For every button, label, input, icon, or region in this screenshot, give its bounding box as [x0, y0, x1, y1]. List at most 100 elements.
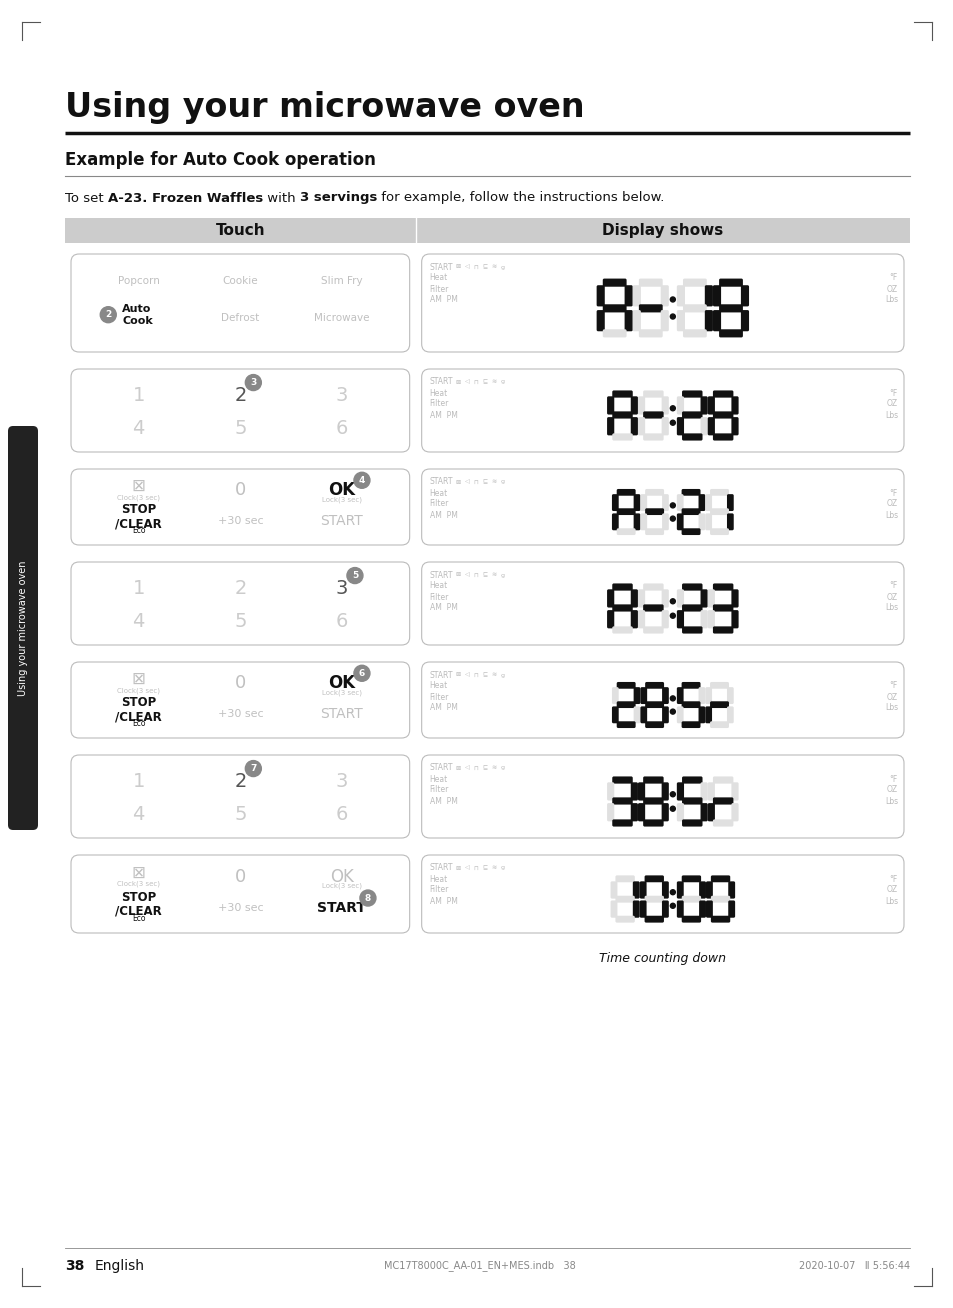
Text: ⊓: ⊓: [473, 765, 477, 770]
Text: ⊑: ⊑: [481, 765, 487, 770]
Text: ◁: ◁: [464, 480, 469, 484]
Text: 2: 2: [233, 579, 246, 598]
Text: Lbs: Lbs: [884, 296, 897, 305]
FancyBboxPatch shape: [731, 782, 738, 800]
FancyBboxPatch shape: [709, 509, 728, 515]
FancyBboxPatch shape: [712, 412, 733, 419]
FancyBboxPatch shape: [676, 494, 683, 511]
Text: Filter: Filter: [429, 399, 449, 408]
Text: 2: 2: [233, 772, 246, 791]
Text: AM  PM: AM PM: [429, 510, 457, 519]
FancyBboxPatch shape: [681, 896, 700, 903]
Text: 4: 4: [132, 420, 145, 438]
FancyBboxPatch shape: [644, 916, 663, 922]
Text: English: English: [95, 1260, 145, 1273]
FancyBboxPatch shape: [71, 470, 409, 545]
Text: ◁: ◁: [464, 866, 469, 871]
Text: Eco: Eco: [132, 913, 145, 922]
FancyBboxPatch shape: [616, 489, 635, 496]
Text: AM  PM: AM PM: [429, 704, 457, 713]
FancyBboxPatch shape: [71, 855, 409, 933]
FancyBboxPatch shape: [676, 782, 683, 800]
Text: 38: 38: [65, 1260, 84, 1273]
FancyBboxPatch shape: [682, 330, 706, 337]
Text: g: g: [500, 765, 504, 770]
FancyBboxPatch shape: [642, 583, 663, 591]
Circle shape: [670, 517, 675, 521]
Text: Lbs: Lbs: [884, 797, 897, 806]
Circle shape: [670, 709, 675, 714]
Text: °F: °F: [889, 875, 897, 883]
FancyBboxPatch shape: [661, 782, 668, 800]
Text: Filter: Filter: [429, 886, 449, 895]
FancyBboxPatch shape: [712, 627, 733, 633]
FancyBboxPatch shape: [710, 875, 729, 883]
FancyBboxPatch shape: [615, 916, 634, 922]
Text: ◁: ◁: [464, 264, 469, 269]
FancyBboxPatch shape: [681, 390, 701, 398]
Text: 4: 4: [132, 612, 145, 632]
Text: START: START: [320, 706, 363, 721]
FancyBboxPatch shape: [682, 305, 706, 313]
FancyBboxPatch shape: [644, 489, 663, 496]
FancyBboxPatch shape: [704, 513, 711, 530]
FancyBboxPatch shape: [698, 706, 704, 723]
Text: g: g: [500, 480, 504, 484]
Text: 3: 3: [335, 772, 348, 791]
Text: Lock(3 sec): Lock(3 sec): [321, 496, 361, 502]
Circle shape: [359, 889, 375, 906]
FancyBboxPatch shape: [707, 803, 714, 821]
Text: Filter: Filter: [429, 692, 449, 701]
FancyBboxPatch shape: [638, 590, 644, 608]
Text: START: START: [320, 514, 363, 527]
Text: Heat: Heat: [429, 273, 448, 283]
Text: ⊠: ⊠: [132, 863, 146, 882]
FancyBboxPatch shape: [682, 279, 706, 286]
FancyBboxPatch shape: [680, 681, 700, 689]
FancyBboxPatch shape: [676, 285, 684, 306]
Text: Lbs: Lbs: [884, 704, 897, 713]
FancyBboxPatch shape: [681, 916, 700, 922]
Text: ⊠: ⊠: [455, 765, 459, 770]
FancyBboxPatch shape: [630, 782, 638, 800]
FancyBboxPatch shape: [681, 798, 701, 804]
Text: for example, follow the instructions below.: for example, follow the instructions bel…: [377, 191, 664, 204]
Text: START: START: [429, 570, 453, 579]
Text: ◁: ◁: [464, 379, 469, 385]
Text: ⊠: ⊠: [132, 477, 146, 496]
Text: 5: 5: [233, 420, 246, 438]
FancyBboxPatch shape: [639, 513, 646, 530]
FancyBboxPatch shape: [630, 590, 638, 608]
FancyBboxPatch shape: [709, 721, 728, 729]
FancyBboxPatch shape: [681, 777, 701, 783]
Text: 5: 5: [233, 612, 246, 632]
Text: ⊠: ⊠: [455, 866, 459, 871]
FancyBboxPatch shape: [726, 513, 733, 530]
FancyBboxPatch shape: [8, 426, 38, 831]
FancyBboxPatch shape: [731, 396, 738, 415]
Text: 5: 5: [233, 806, 246, 824]
FancyBboxPatch shape: [676, 590, 683, 608]
Text: Using your microwave oven: Using your microwave oven: [65, 92, 584, 124]
FancyBboxPatch shape: [704, 310, 712, 331]
FancyBboxPatch shape: [727, 900, 735, 918]
FancyBboxPatch shape: [681, 412, 701, 419]
Bar: [65, 218, 909, 243]
FancyBboxPatch shape: [606, 417, 614, 436]
Text: START: START: [429, 863, 453, 872]
FancyBboxPatch shape: [676, 803, 683, 821]
FancyBboxPatch shape: [71, 562, 409, 645]
Text: Cookie: Cookie: [222, 276, 258, 286]
Text: STOP
/CLEAR: STOP /CLEAR: [115, 696, 162, 723]
FancyBboxPatch shape: [642, 390, 663, 398]
Text: Lbs: Lbs: [884, 603, 897, 612]
FancyBboxPatch shape: [707, 782, 714, 800]
FancyBboxPatch shape: [681, 433, 701, 441]
FancyBboxPatch shape: [630, 803, 638, 821]
Text: ⊠: ⊠: [455, 480, 459, 484]
FancyBboxPatch shape: [632, 285, 640, 306]
FancyBboxPatch shape: [642, 777, 663, 783]
Text: MC17T8000C_AA-01_EN+MES.indb   38: MC17T8000C_AA-01_EN+MES.indb 38: [384, 1261, 576, 1271]
FancyBboxPatch shape: [661, 610, 668, 628]
Text: ⊓: ⊓: [473, 480, 477, 484]
